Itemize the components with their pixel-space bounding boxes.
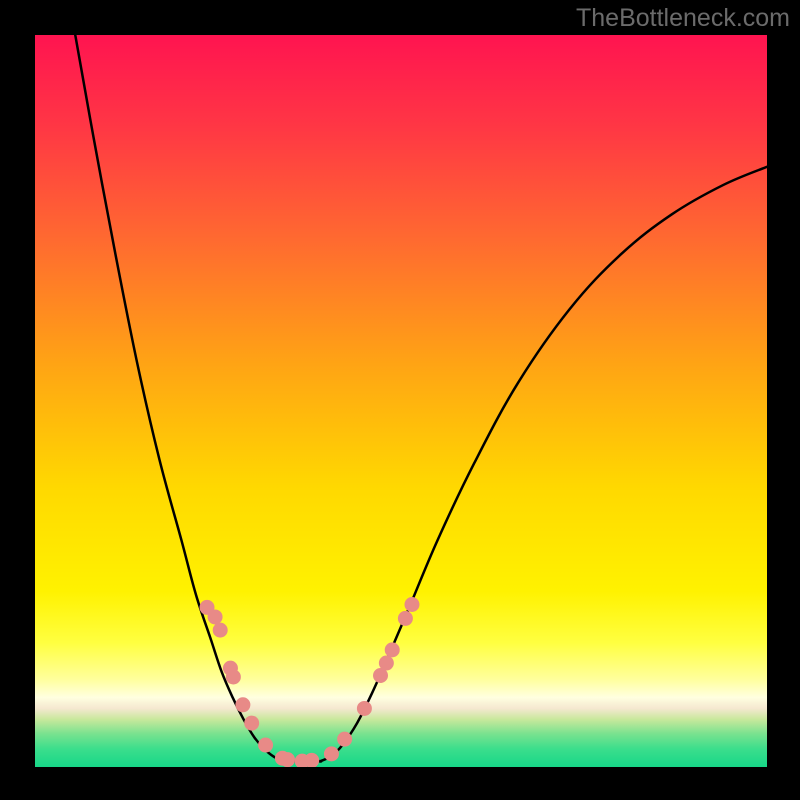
data-marker [357, 701, 372, 716]
data-marker [258, 738, 273, 753]
data-marker [385, 642, 400, 657]
data-marker [226, 669, 241, 684]
data-marker [398, 611, 413, 626]
data-marker [337, 732, 352, 747]
data-marker [213, 623, 228, 638]
data-marker [324, 746, 339, 761]
chart-svg [35, 35, 767, 767]
data-marker [208, 609, 223, 624]
data-marker [280, 752, 295, 767]
chart-canvas: TheBottleneck.com [0, 0, 800, 800]
data-marker [379, 656, 394, 671]
data-marker [244, 716, 259, 731]
data-marker [404, 597, 419, 612]
watermark-text: TheBottleneck.com [576, 4, 790, 33]
data-marker [235, 697, 250, 712]
